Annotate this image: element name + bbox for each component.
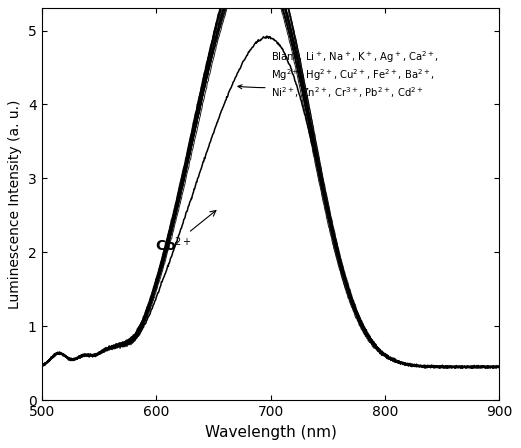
Text: Blank, Li$^+$, Na$^+$, K$^+$, Ag$^+$, Ca$^{2+}$,
Mg$^{2+}$, Hg$^{2+}$, Cu$^{2+}$: Blank, Li$^+$, Na$^+$, K$^+$, Ag$^+$, Ca…	[238, 49, 439, 100]
X-axis label: Wavelength (nm): Wavelength (nm)	[205, 425, 337, 439]
Y-axis label: Luminescence Intensity (a. u.): Luminescence Intensity (a. u.)	[8, 99, 22, 309]
Text: Co$^{2+}$: Co$^{2+}$	[155, 211, 216, 254]
